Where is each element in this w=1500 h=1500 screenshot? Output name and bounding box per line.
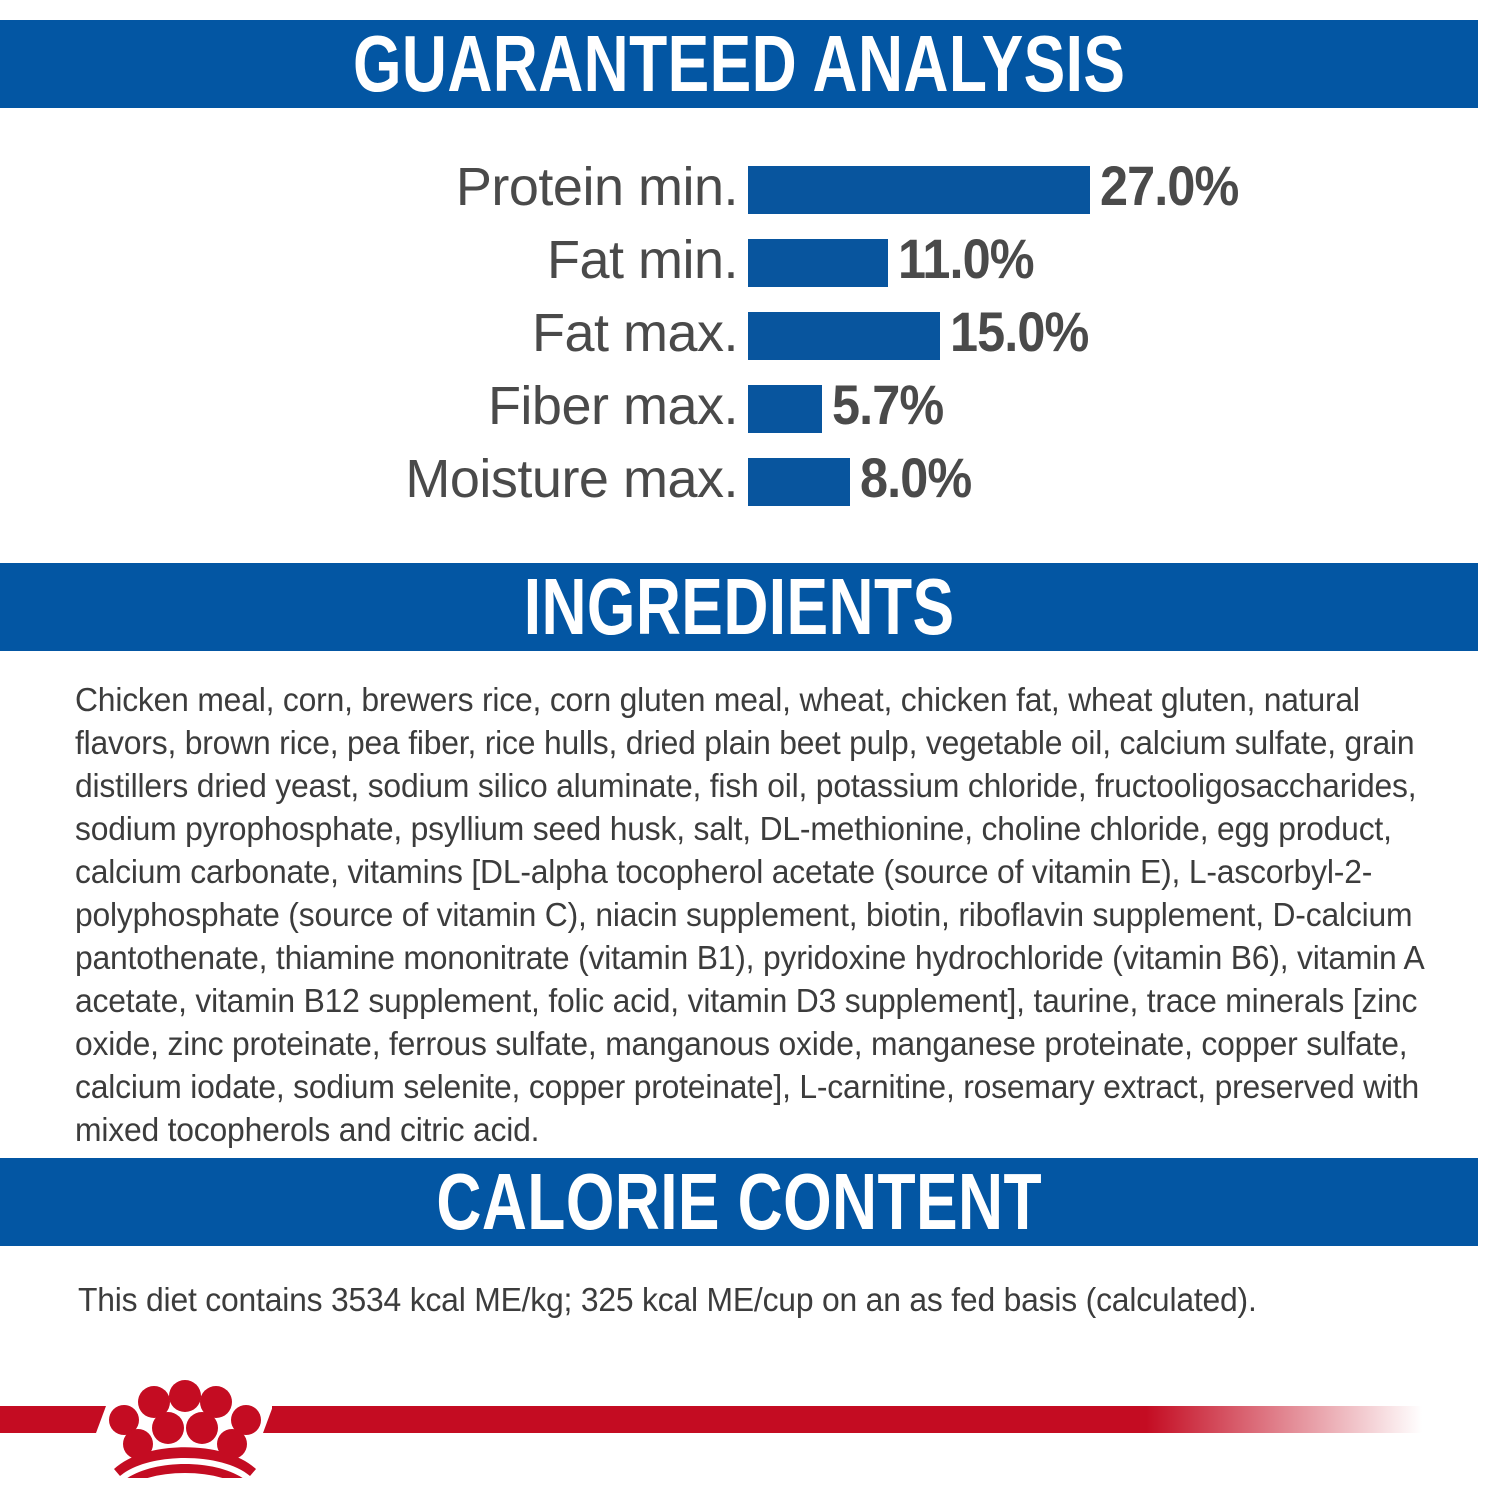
bar-track <box>748 458 850 506</box>
nutrient-label: Protein min. <box>455 157 739 217</box>
bar-fill <box>748 385 822 433</box>
ingredients-heading: INGREDIENTS <box>523 562 955 651</box>
footer <box>0 1370 1500 1480</box>
royal-canin-crown-icon <box>109 1380 261 1478</box>
guaranteed-analysis-chart: Protein min. 27.0% Fat min. 11.0% Fat ma… <box>0 152 1500 517</box>
chart-row: Moisture max. 8.0% <box>0 444 1500 517</box>
bar-fill <box>748 239 888 287</box>
section-header-calorie-content: CALORIE CONTENT <box>0 1158 1478 1246</box>
bar-track <box>748 312 940 360</box>
footer-rule-right <box>263 1406 1422 1433</box>
nutrient-label: Moisture max. <box>405 449 738 509</box>
calorie-content-paragraph: This diet contains 3534 kcal ME/kg; 325 … <box>78 1281 1257 1318</box>
nutrient-label: Fat min. <box>546 230 739 290</box>
bar-fill <box>748 166 1090 214</box>
nutrient-value: 11.0% <box>898 227 1035 290</box>
nutrient-label: Fiber max. <box>487 376 739 436</box>
section-header-ingredients: INGREDIENTS <box>0 563 1478 651</box>
ingredients-paragraph: Chicken meal, corn, brewers rice, corn g… <box>75 681 1423 1148</box>
chart-row: Fiber max. 5.7% <box>0 371 1500 444</box>
nutrient-value: 27.0% <box>1100 154 1239 217</box>
chart-row: Protein min. 27.0% <box>0 152 1500 225</box>
nutrient-label: Fat max. <box>531 303 739 363</box>
calorie-content-heading: CALORIE CONTENT <box>436 1157 1042 1246</box>
chart-row: Fat min. 11.0% <box>0 225 1500 298</box>
chart-row: Fat max. 15.0% <box>0 298 1500 371</box>
bar-track <box>748 166 1090 214</box>
section-header-guaranteed-analysis: GUARANTEED ANALYSIS <box>0 20 1478 108</box>
bar-fill <box>748 458 850 506</box>
nutrient-value: 8.0% <box>860 446 972 509</box>
nutrient-value: 15.0% <box>950 300 1089 363</box>
guaranteed-analysis-heading: GUARANTEED ANALYSIS <box>352 19 1126 108</box>
bar-track <box>748 239 888 287</box>
nutrient-value: 5.7% <box>832 373 944 436</box>
footer-rule-left <box>0 1406 106 1433</box>
bar-track <box>748 385 822 433</box>
bar-fill <box>748 312 940 360</box>
